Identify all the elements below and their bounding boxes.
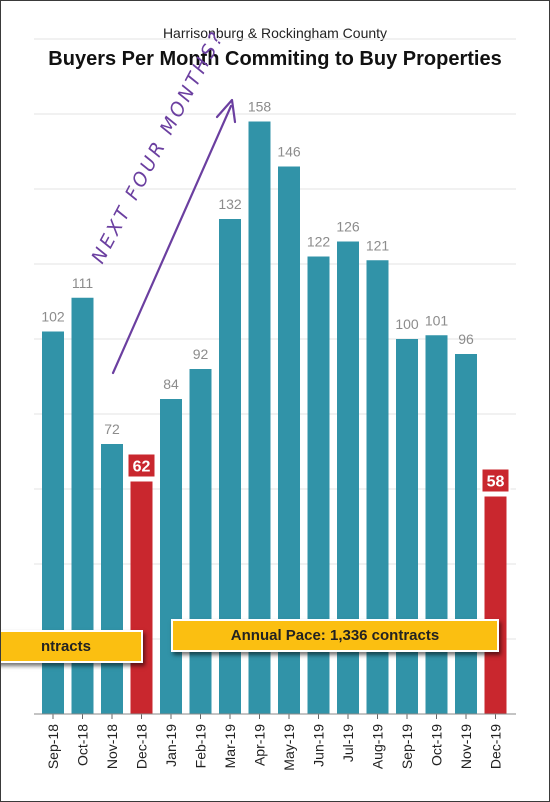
annotation-arrowhead [215, 98, 237, 124]
value-label: 101 [425, 312, 449, 328]
chart-subtitle: Harrisonburg & Rockingham County [162, 25, 388, 41]
bar-aug-19 [366, 260, 389, 714]
value-label: 92 [193, 346, 209, 362]
x-tick-label: Dec-19 [488, 724, 504, 769]
x-tick-label: Dec-18 [134, 724, 150, 769]
bar-jan-19 [160, 399, 182, 714]
value-label: 72 [104, 421, 120, 437]
pace-box-left: ntracts [1, 630, 143, 663]
bar-dec-18 [130, 481, 153, 714]
bar-may-19 [278, 166, 300, 714]
value-label: 158 [248, 99, 272, 115]
value-badge [126, 452, 157, 479]
chart-title: Buyers Per Month Commiting to Buy Proper… [48, 48, 502, 70]
bar-jun-19 [307, 256, 330, 714]
bar-oct-19 [425, 335, 448, 714]
x-tick-label: Nov-19 [458, 724, 474, 769]
value-label: 126 [336, 219, 360, 235]
bar-apr-19 [248, 121, 271, 714]
x-tick-label: Oct-19 [429, 724, 445, 766]
bar-sep-19 [396, 339, 418, 714]
value-label: 102 [41, 309, 65, 325]
value-label: 132 [218, 196, 242, 212]
x-tick-label: Aug-19 [370, 724, 386, 769]
bar-nov-18 [101, 444, 123, 714]
value-label: 121 [366, 237, 390, 253]
annotation-arrow [111, 104, 233, 375]
x-tick-label: May-19 [281, 724, 297, 771]
bar-feb-19 [189, 369, 212, 714]
bar-dec-19 [484, 496, 507, 714]
annual-pace-box: Annual Pace: 1,336 contracts [171, 619, 499, 652]
x-tick-label: Jun-19 [311, 724, 327, 767]
value-badge [480, 467, 511, 494]
value-label: 62 [133, 459, 151, 476]
x-tick-label: Apr-19 [252, 724, 268, 766]
value-label: 58 [487, 474, 505, 491]
value-label: 146 [277, 144, 301, 160]
x-tick-label: Sep-18 [45, 724, 61, 769]
x-tick-label: Jul-19 [340, 724, 356, 762]
value-label: 100 [395, 316, 419, 332]
bar-oct-18 [71, 297, 94, 714]
value-label: 84 [163, 376, 179, 392]
bar-jul-19 [337, 241, 359, 714]
bar-mar-19 [219, 219, 241, 714]
x-tick-label: Feb-19 [193, 724, 209, 769]
x-tick-label: Sep-19 [399, 724, 415, 769]
x-tick-label: Oct-18 [75, 724, 91, 766]
bar-sep-18 [42, 331, 64, 714]
x-tick-label: Mar-19 [222, 724, 238, 769]
value-label: 122 [307, 234, 331, 250]
value-label: 111 [72, 275, 93, 291]
bar-nov-19 [455, 354, 477, 714]
value-label: 96 [458, 331, 474, 347]
x-tick-label: Nov-18 [104, 724, 120, 769]
x-tick-label: Jan-19 [163, 724, 179, 767]
